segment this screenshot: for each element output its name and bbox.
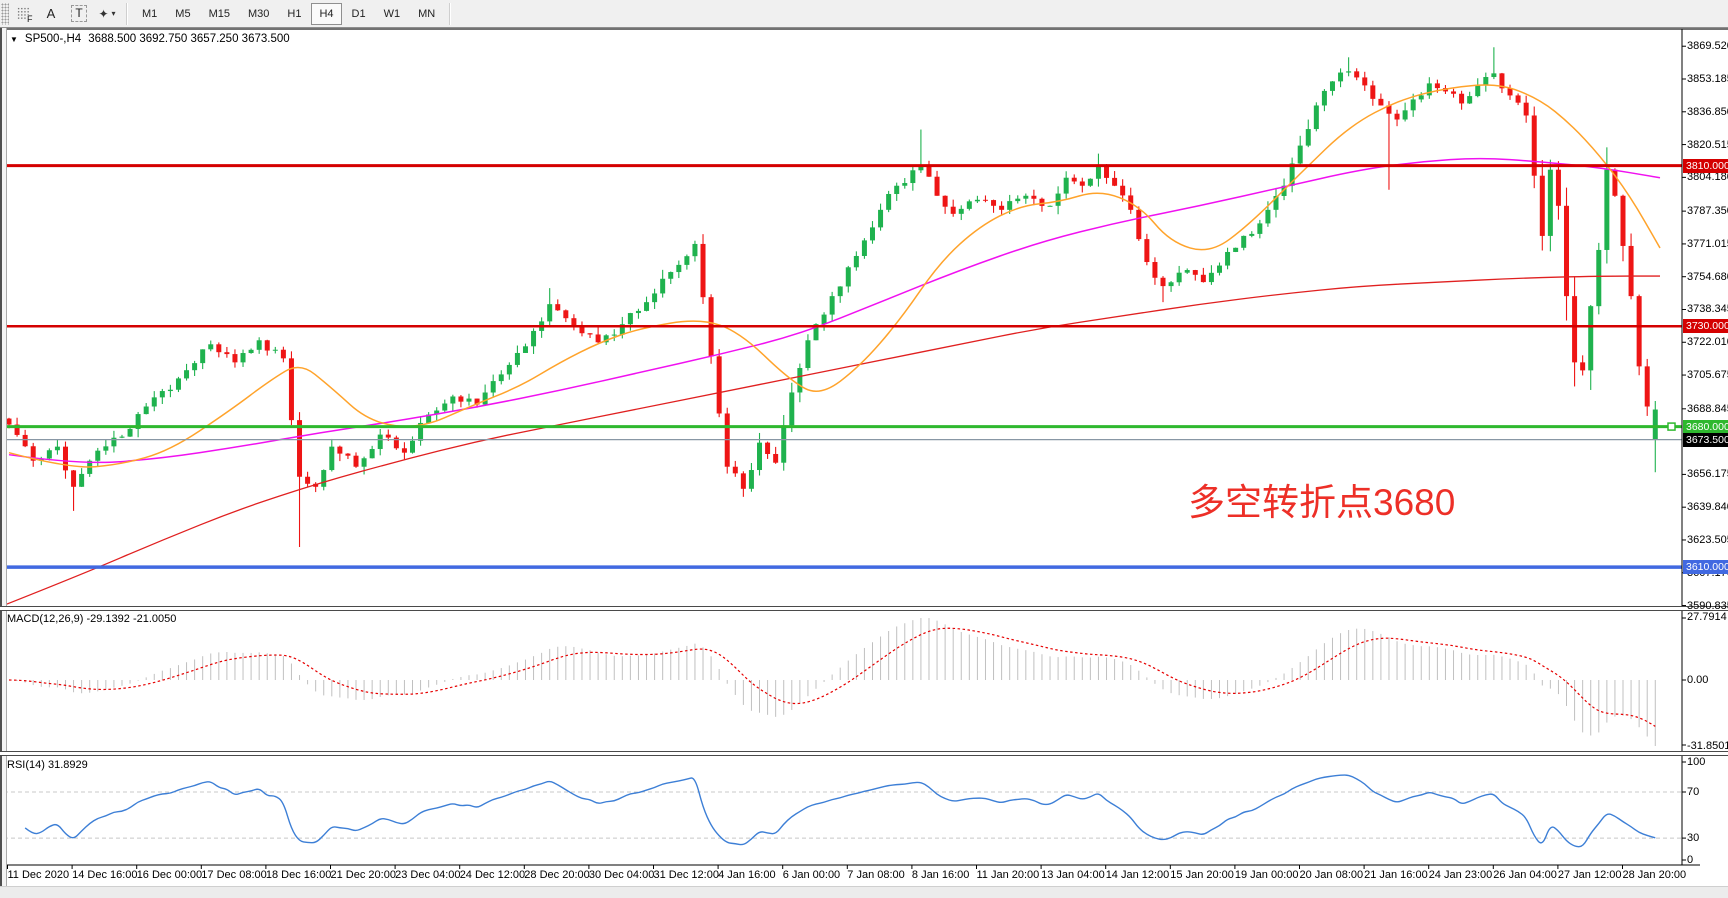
letter-t-icon[interactable]: T — [68, 3, 90, 25]
panel-separator[interactable] — [0, 751, 1728, 756]
toolbar-grip[interactable] — [1, 2, 9, 25]
rsi-scale-label: 70 — [1687, 786, 1700, 798]
timeframe-m15[interactable]: M15 — [208, 7, 230, 20]
time-axis-label: 19 Jan 00:00 — [1234, 869, 1299, 881]
rsi-scale-label: 30 — [1687, 832, 1700, 845]
price-axis-label: 3787.350 — [1687, 205, 1728, 218]
cycles-icon[interactable]: ✦ ▾ — [98, 6, 116, 21]
macd-scale-label: 0.00 — [1687, 674, 1709, 686]
fast-ma-orange — [8, 84, 1661, 468]
panel-separator[interactable] — [0, 606, 1728, 611]
candles-group — [6, 47, 1658, 548]
chart-area: ▼ SP500-,H4 3688.500 3692.750 3657.250 3… — [0, 28, 1728, 898]
time-axis-label: 15 Jan 20:00 — [1170, 869, 1234, 881]
pattern-grid-icon[interactable]: F — [12, 3, 34, 25]
price-chart-svg — [0, 28, 1728, 869]
rsi-indicator-label: RSI(14) 31.8929 — [7, 759, 88, 771]
timeframe-mn[interactable]: MN — [418, 7, 436, 20]
price-axis-label: 3804.180 — [1687, 171, 1728, 184]
time-axis-label: 31 Dec 12:00 — [653, 869, 719, 881]
timeframe-m5[interactable]: M5 — [175, 7, 191, 20]
macd-indicator-label: MACD(12,26,9) -29.1392 -21.0050 — [7, 613, 177, 625]
time-axis-label: 16 Dec 00:00 — [136, 869, 203, 881]
price-axis-label: 3623.505 — [1687, 533, 1728, 546]
time-axis-label: 7 Jan 08:00 — [847, 869, 905, 881]
chart-ohlc-values: 3688.500 3692.750 3657.250 3673.500 — [88, 33, 290, 45]
time-axis-label: 11 Dec 2020 — [7, 869, 70, 881]
time-axis-label: 17 Dec 08:00 — [201, 869, 267, 881]
time-axis-label: 18 Dec 16:00 — [265, 869, 332, 881]
price-badge-3673.500: 3673.500 — [1683, 432, 1728, 447]
slow-ma-red — [3, 275, 1660, 606]
time-axis-label: 26 Jan 04:00 — [1493, 869, 1557, 881]
time-axis-label: 23 Dec 04:00 — [395, 869, 461, 881]
timeframe-h4[interactable]: H4 — [311, 2, 342, 25]
time-axis-label: 24 Dec 12:00 — [459, 869, 526, 881]
timeframe-m1[interactable]: M1 — [142, 7, 158, 20]
time-axis-label: 6 Jan 00:00 — [782, 869, 841, 881]
time-axis-label: 21 Jan 16:00 — [1364, 869, 1428, 881]
price-axis-label: 3836.850 — [1687, 105, 1728, 118]
rsi-line — [24, 774, 1656, 848]
price-axis-label: 3590.835 — [1687, 599, 1728, 612]
time-axis-label: 13 Jan 04:00 — [1041, 869, 1105, 881]
price-axis-label: 3869.520 — [1687, 40, 1728, 53]
rsi-scale-label: 0 — [1687, 854, 1694, 866]
hline-handle[interactable] — [1667, 422, 1676, 431]
chart-title: ▼ SP500-,H4 3688.500 3692.750 3657.250 3… — [10, 33, 290, 45]
price-axis-label: 3688.845 — [1687, 402, 1728, 415]
timeframe-h1[interactable]: H1 — [287, 7, 302, 20]
timeframe-d1[interactable]: D1 — [351, 7, 366, 20]
time-axis-label: 11 Jan 20:00 — [976, 869, 1040, 881]
rsi-scale-label: 100 — [1687, 756, 1706, 768]
time-axis-label: 30 Dec 04:00 — [588, 869, 655, 881]
price-badge-3730.000: 3730.000 — [1683, 319, 1728, 334]
macd-scale-label: 27.7914 — [1687, 611, 1727, 623]
price-axis-label: 3705.675 — [1687, 369, 1728, 382]
timeframe-m30[interactable]: M30 — [247, 7, 270, 20]
price-axis-label: 3820.515 — [1687, 138, 1728, 151]
time-axis-label: 28 Jan 20:00 — [1622, 869, 1687, 881]
time-axis-label: 28 Dec 20:00 — [524, 869, 590, 881]
window-left-frame — [0, 28, 7, 890]
macd-scale-label: -31.8501 — [1687, 740, 1728, 752]
bottom-strip — [0, 886, 1728, 898]
timeframe-w1[interactable]: W1 — [383, 7, 401, 20]
price-axis-label: 3738.345 — [1687, 303, 1728, 316]
price-axis-label: 3722.010 — [1687, 336, 1728, 349]
time-axis-label: 4 Jan 16:00 — [718, 869, 776, 881]
time-axis-label: 14 Jan 12:00 — [1105, 869, 1170, 881]
price-axis-label: 3853.185 — [1687, 73, 1728, 85]
macd-panel-group — [8, 618, 1656, 746]
horizontal-level-lines — [4, 164, 1682, 569]
price-badge-3810.000: 3810.000 — [1683, 158, 1728, 173]
chart-symbol-period: SP500-,H4 — [24, 33, 82, 45]
text-annotation[interactable]: 多空转折点3680 — [1188, 482, 1456, 523]
time-axis-label: 20 Jan 08:00 — [1299, 869, 1364, 881]
time-axis-label: 21 Dec 20:00 — [330, 869, 396, 881]
toolbar: F A T ✦ ▾ M1 M5 M15 M30 H1 H4 D1 W1 MN — [0, 0, 1728, 28]
chart-dropdown-icon[interactable]: ▼ — [10, 34, 18, 44]
timeframe-buttons: M1 M5 M15 M30 H1 H4 D1 W1 MN — [133, 2, 444, 25]
rsi-panel-group — [4, 774, 1682, 848]
letter-a-icon[interactable]: A — [46, 6, 56, 21]
price-axis-label: 3639.840 — [1687, 501, 1728, 514]
macd-signal-line — [8, 627, 1656, 727]
price-axis-label: 3771.015 — [1687, 237, 1728, 250]
price-axis-label: 3656.175 — [1687, 468, 1728, 481]
time-axis-label: 8 Jan 16:00 — [911, 869, 970, 881]
price-axis-label: 3754.680 — [1687, 270, 1728, 283]
axes-group — [0, 28, 1728, 869]
time-axis-label: 24 Jan 23:00 — [1428, 869, 1493, 881]
price-badge-3610.000: 3610.000 — [1683, 560, 1728, 575]
moving-averages-group — [3, 84, 1661, 606]
time-axis-label: 27 Jan 12:00 — [1557, 869, 1622, 881]
time-axis-label: 14 Dec 16:00 — [72, 869, 138, 881]
toolbar-separator — [449, 2, 452, 25]
toolbar-separator — [126, 2, 128, 25]
toolbar-icons: F A T ✦ ▾ — [9, 3, 121, 25]
price-badge-3680.000: 3680.000 — [1683, 419, 1728, 434]
